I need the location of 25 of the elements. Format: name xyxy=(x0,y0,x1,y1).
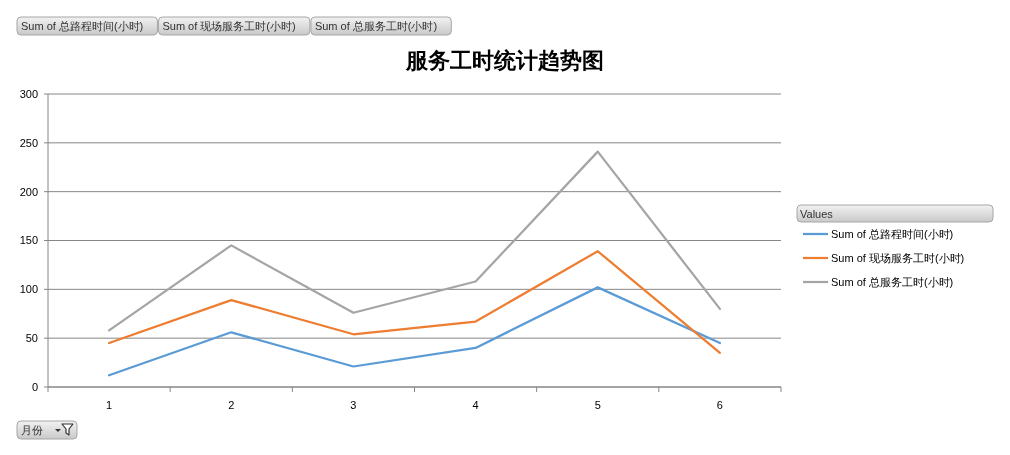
legend-label: Sum of 总服务工时(小时) xyxy=(831,275,954,288)
x-tick-label: 2 xyxy=(228,398,235,411)
x-tick-label: 6 xyxy=(716,398,723,411)
text: Sum of 总路程时间(小时) xyxy=(21,20,144,32)
y-tick-label: 50 xyxy=(25,332,38,345)
legend-title: Values xyxy=(800,207,834,220)
x-tick-label: 4 xyxy=(472,398,479,411)
text: Sum of 现场服务工时(小时) xyxy=(162,20,296,32)
x-tick-label: 3 xyxy=(350,398,357,411)
x-axis-title: 月份 xyxy=(21,424,43,436)
line-series xyxy=(107,250,722,354)
text: Sum of 总服务工时(小时) xyxy=(314,20,438,32)
x-tick-label: 1 xyxy=(106,398,113,411)
chart-title: 服务工时统计趋势图 xyxy=(405,48,604,73)
legend-label: Sum of 总路程时间(小时) xyxy=(831,227,954,240)
y-tick-label: 0 xyxy=(31,380,38,393)
legend-label: Sum of 现场服务工时(小时) xyxy=(831,251,965,264)
line-series xyxy=(107,286,722,377)
x-tick-label: 5 xyxy=(594,398,601,411)
y-tick-label: 200 xyxy=(19,185,38,198)
y-tick-label: 250 xyxy=(19,136,38,149)
y-tick-label: 150 xyxy=(19,234,38,247)
line-series xyxy=(107,150,722,332)
y-tick-label: 300 xyxy=(19,87,38,100)
y-tick-label: 100 xyxy=(19,283,38,296)
